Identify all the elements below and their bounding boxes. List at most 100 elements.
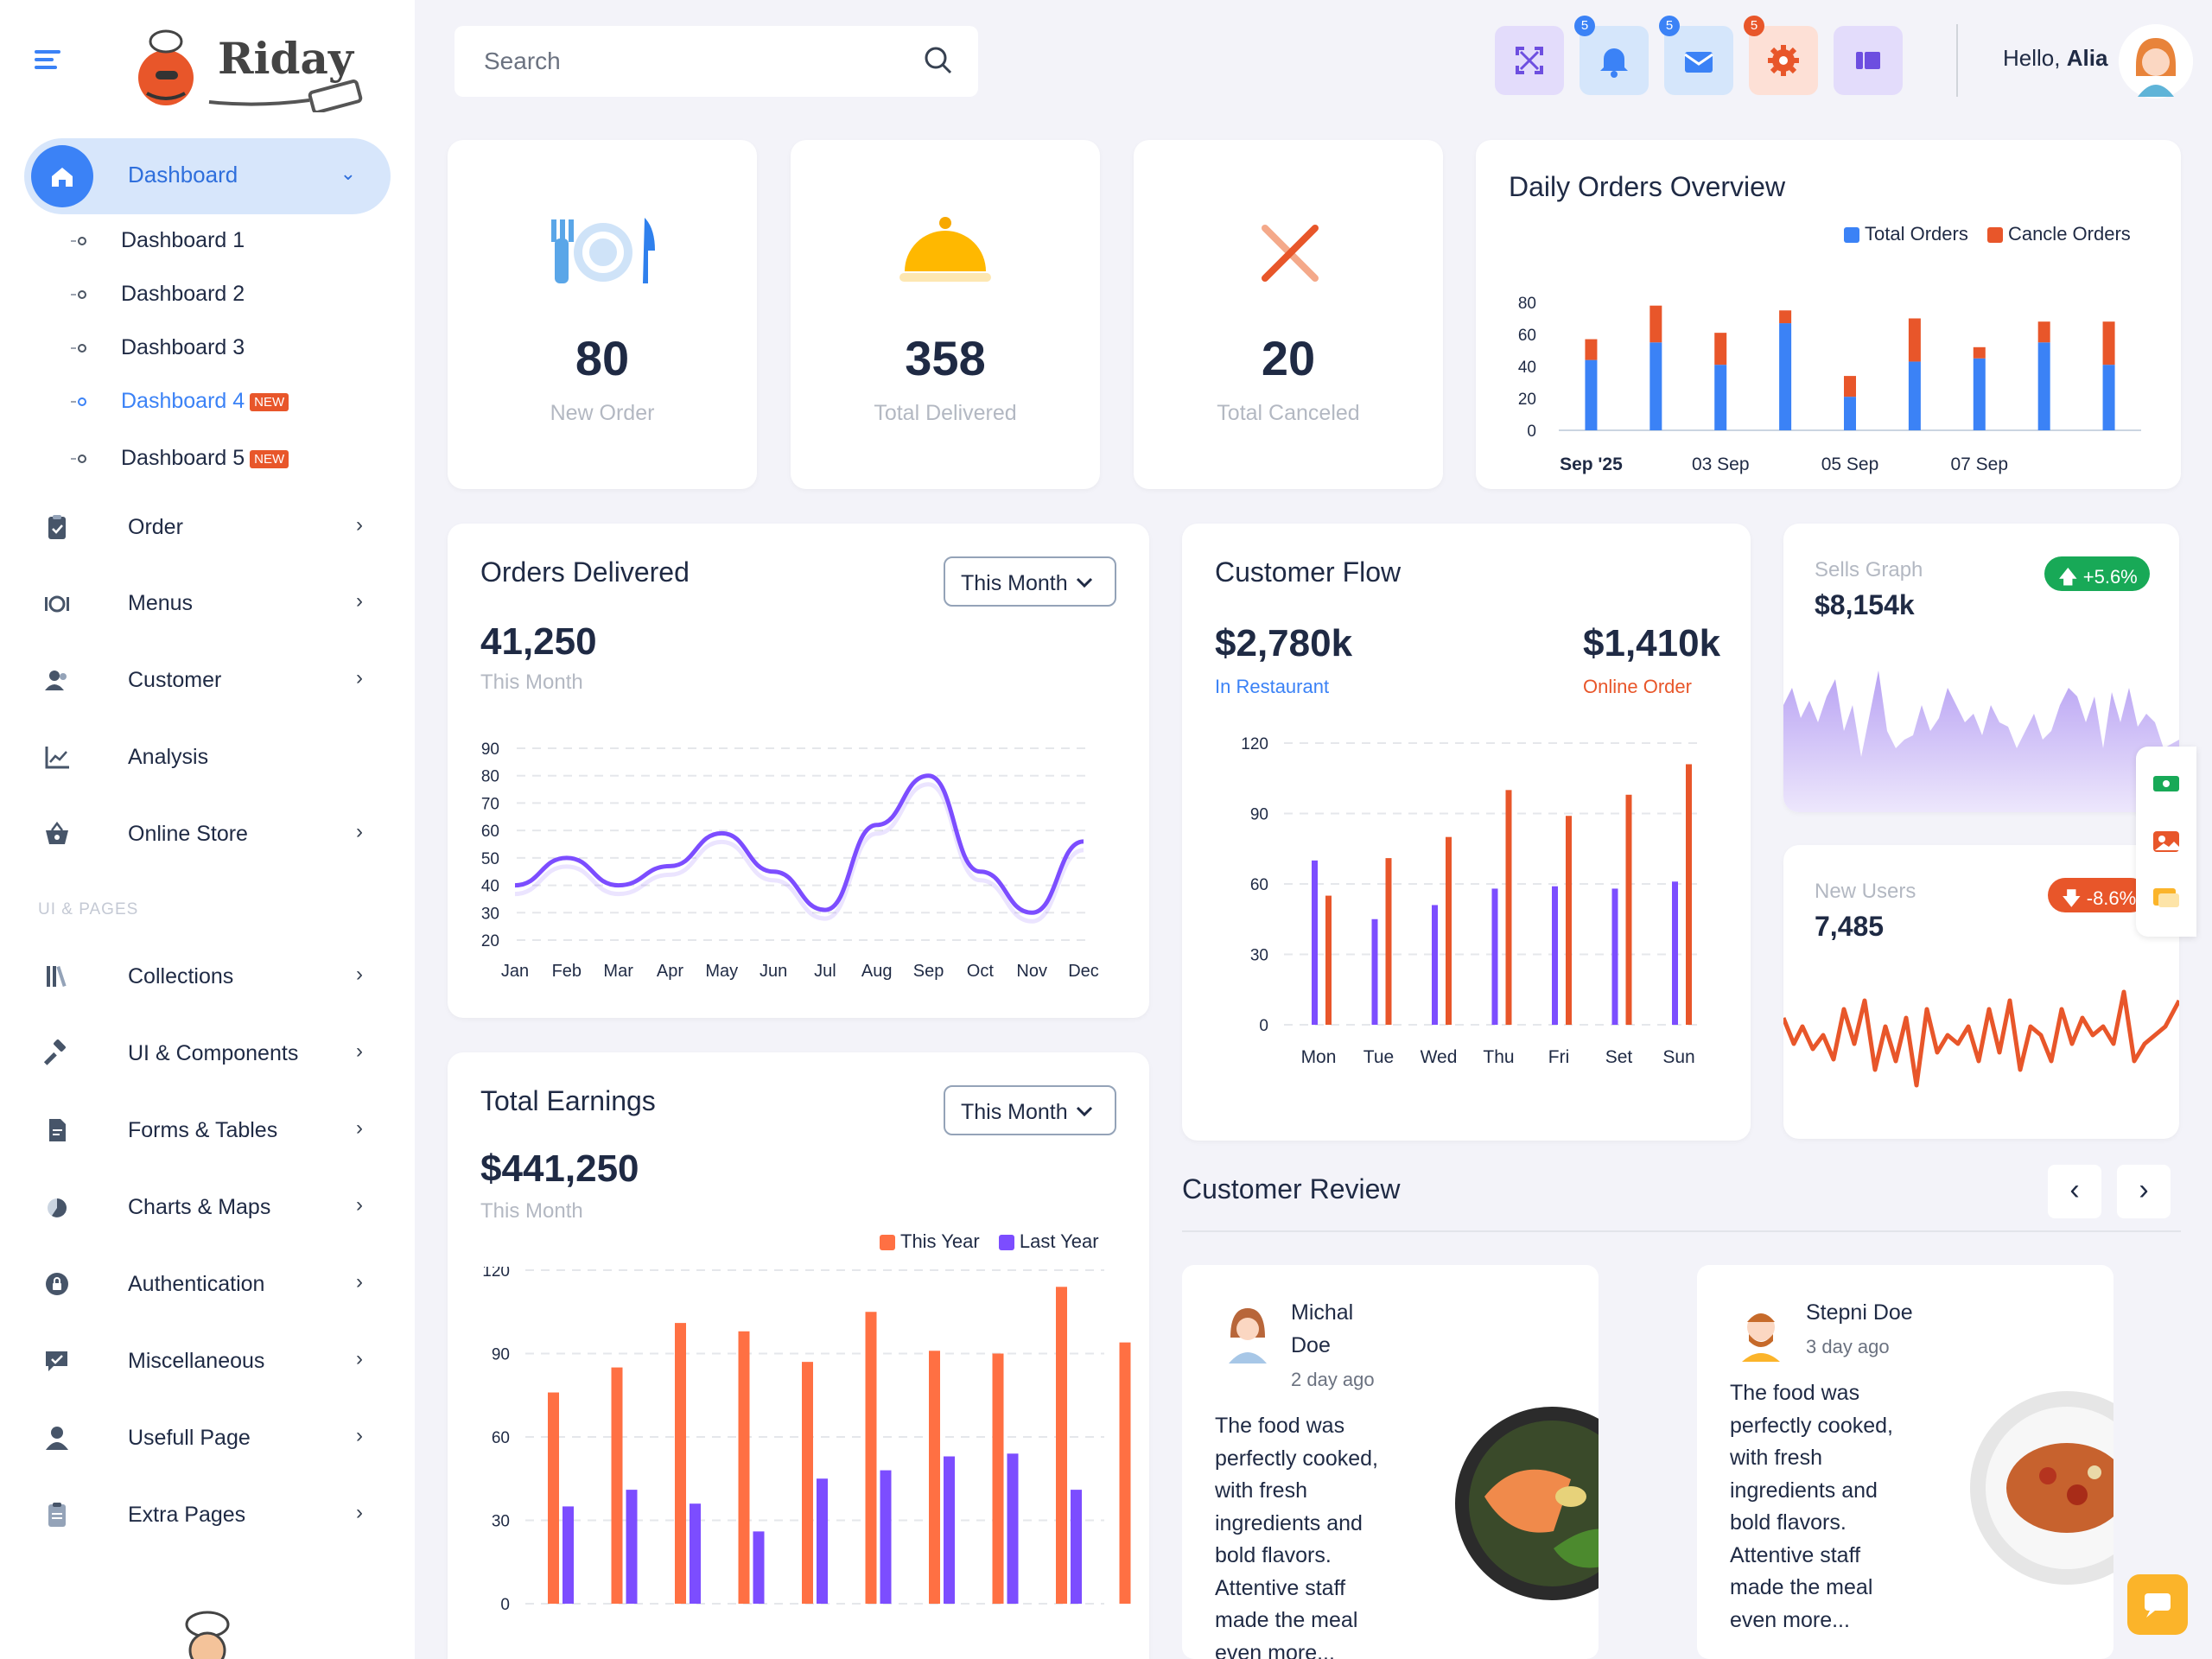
notifications-button[interactable]: 5	[1574, 16, 1649, 95]
chevron-right-icon: ›	[356, 1039, 363, 1063]
dropdown-value: This Month	[961, 1100, 1068, 1124]
bar-this-year	[1119, 1342, 1131, 1604]
submenu-label: Dashboard 5	[121, 446, 245, 470]
customer-review-title: Customer Review	[1182, 1173, 1401, 1205]
x-tick-label: Dec	[1068, 962, 1099, 981]
cancel-icon	[1262, 225, 1319, 282]
chat-fab-button[interactable]	[2127, 1574, 2188, 1635]
cash-icon[interactable]	[2150, 767, 2183, 800]
nav-collections[interactable]: Collections ›	[43, 957, 363, 995]
orders-delivered-title: Orders Delivered	[480, 556, 690, 588]
y-tick-label: 80	[481, 768, 499, 786]
x-tick-label: 03 Sep	[1692, 454, 1750, 474]
nav-menus[interactable]: Menus ›	[43, 584, 363, 622]
message-icon[interactable]	[2150, 881, 2183, 914]
bullet-icon	[71, 397, 86, 407]
nav-ui-components[interactable]: UI & Components ›	[43, 1034, 363, 1072]
nav-forms-tables[interactable]: Forms & Tables ›	[43, 1111, 363, 1149]
review-time: 2 day ago	[1291, 1369, 1375, 1390]
x-tick-label: Nov	[1016, 962, 1047, 981]
earnings-period-dropdown[interactable]: This Month	[944, 1085, 1116, 1135]
layout-toggle-button[interactable]	[1834, 26, 1903, 95]
bar-total-orders	[1973, 358, 1986, 430]
total-earnings-title: Total Earnings	[480, 1085, 656, 1116]
daily-orders-chart: 0 20 40 60 80 Sep '25 03 Sep 05 Sep 07 Sep	[1518, 295, 2141, 474]
nav-usefull-page[interactable]: Usefull Page ›	[43, 1419, 363, 1457]
submenu-dashboard-1[interactable]: Dashboard 1	[71, 228, 245, 253]
nav-miscellaneous[interactable]: Miscellaneous ›	[43, 1342, 363, 1380]
line-chart-icon	[45, 747, 69, 769]
y-tick-label: 50	[481, 850, 499, 868]
user-avatar[interactable]	[2119, 24, 2193, 99]
x-tick-label: Oct	[967, 962, 995, 981]
review-prev-button[interactable]: ‹	[2048, 1165, 2101, 1218]
total-earnings-sub: This Month	[480, 1199, 583, 1223]
stat-label: New Order	[550, 401, 655, 425]
new-badge: NEW	[250, 392, 289, 411]
x-tick-label: 05 Sep	[1821, 454, 1879, 474]
daily-orders-legend: Total Orders Cancle Orders	[1844, 223, 2131, 245]
y-tick-label: 60	[1250, 876, 1268, 894]
submenu-label: Dashboard 3	[121, 335, 245, 359]
orders-period-dropdown[interactable]: This Month	[944, 556, 1116, 607]
hammer-icon	[43, 1039, 66, 1065]
spatula-icon	[208, 79, 363, 112]
bar-last-year	[880, 1470, 892, 1604]
sells-graph-value: $8,154k	[1815, 589, 1915, 620]
bar-this-year	[929, 1351, 940, 1604]
bar-this-year	[865, 1312, 877, 1604]
stat-value: 358	[905, 331, 986, 385]
submenu-dashboard-2[interactable]: Dashboard 2	[71, 282, 245, 307]
nav-authentication[interactable]: Authentication ›	[43, 1265, 363, 1303]
bar-online-order	[1385, 858, 1392, 1025]
nav-analysis[interactable]: Analysis	[43, 738, 363, 776]
messages-button[interactable]: 5	[1659, 16, 1733, 95]
settings-button[interactable]: 5	[1744, 16, 1818, 95]
bar-this-year	[548, 1392, 559, 1604]
fullscreen-button[interactable]	[1495, 26, 1564, 95]
menu-toggle-icon[interactable]	[35, 50, 60, 71]
bar-online-order	[1505, 790, 1512, 1025]
lock-icon	[46, 1273, 68, 1295]
bar-total-orders	[1844, 397, 1856, 430]
bar-in-restaurant	[1672, 881, 1678, 1025]
nav-customer[interactable]: Customer ›	[43, 661, 363, 699]
submenu-dashboard-3[interactable]: Dashboard 3	[71, 335, 245, 360]
brand-logo[interactable]: Riday	[130, 24, 372, 112]
nav-online-store[interactable]: Online Store ›	[43, 815, 363, 853]
new-users-value: 7,485	[1815, 911, 1885, 942]
y-tick-label: 0	[1527, 423, 1536, 441]
legend-label: Cancle Orders	[2007, 223, 2131, 245]
y-tick-label: 20	[481, 932, 499, 950]
reviewer-name: Stepni Doe	[1806, 1300, 1913, 1325]
bar-in-restaurant	[1371, 918, 1378, 1025]
bar-online-order	[1625, 794, 1632, 1025]
nav-extra-pages[interactable]: Extra Pages ›	[43, 1496, 363, 1534]
chevron-right-icon: ›	[356, 1347, 363, 1370]
submenu-label: Dashboard 4	[121, 389, 245, 413]
bar-in-restaurant	[1552, 886, 1558, 1025]
x-tick-label: Thu	[1483, 1047, 1514, 1067]
settings-count: 5	[1744, 16, 1764, 36]
image-icon[interactable]	[2150, 824, 2183, 857]
bar-last-year	[690, 1503, 701, 1604]
bar-total-orders	[2037, 342, 2050, 430]
submenu-dashboard-5[interactable]: Dashboard 5 NEW	[71, 446, 289, 471]
review-next-button[interactable]: ›	[2117, 1165, 2171, 1218]
bar-this-year	[1056, 1287, 1067, 1604]
nav-dashboard[interactable]: Dashboard ⌄	[24, 138, 391, 214]
nav-charts-maps[interactable]: Charts & Maps ›	[43, 1188, 363, 1226]
x-tick-label: Aug	[861, 962, 893, 981]
y-tick-label: 90	[481, 741, 499, 759]
review-divider	[1182, 1230, 2181, 1232]
x-tick-label: Mon	[1301, 1047, 1337, 1067]
submenu-dashboard-4[interactable]: Dashboard 4 NEW	[71, 389, 289, 414]
chevron-right-icon: ›	[356, 963, 363, 986]
users-change-value: -8.6%	[2086, 887, 2137, 909]
search-input[interactable]	[484, 45, 899, 78]
nav-label: Miscellaneous	[128, 1349, 265, 1373]
nav-order[interactable]: Order ›	[43, 508, 363, 546]
nav-label: Authentication	[128, 1272, 265, 1296]
bullet-icon	[71, 290, 86, 300]
search-icon[interactable]	[923, 45, 954, 76]
